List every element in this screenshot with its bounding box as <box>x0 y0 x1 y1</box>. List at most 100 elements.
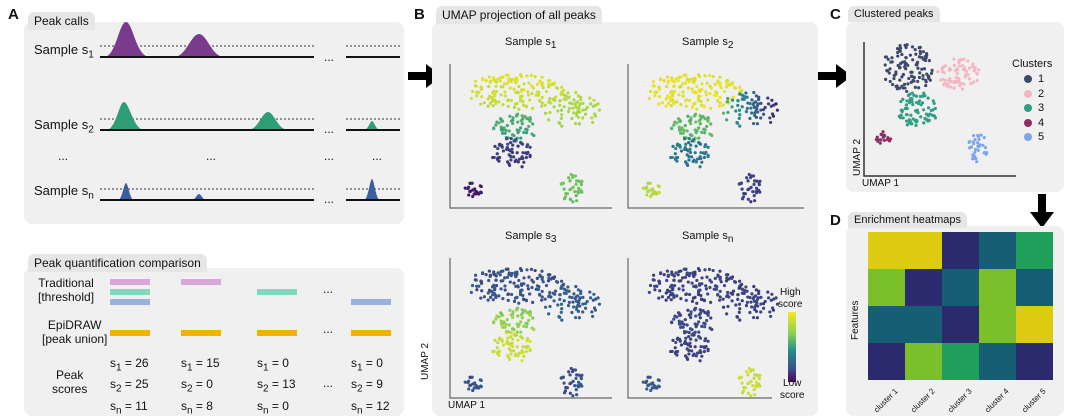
cluster-point <box>947 68 951 72</box>
umap-point <box>496 350 500 354</box>
umap-point <box>575 113 579 118</box>
cluster-point <box>911 102 915 107</box>
heatmap-column-label: cluster 1 <box>872 386 900 415</box>
umap-point <box>501 149 506 153</box>
umap-point <box>757 289 761 293</box>
umap-point <box>556 303 560 307</box>
umap-point <box>494 317 498 321</box>
cluster-point <box>939 78 943 82</box>
umap-point <box>706 153 710 157</box>
umap-point <box>562 299 566 303</box>
umap-point <box>522 276 526 280</box>
epidraw-label: EpiDRAW [peak union] <box>42 318 108 346</box>
cluster-point <box>954 75 958 80</box>
umap-point <box>740 299 744 303</box>
umap-point <box>567 300 571 304</box>
umap-point <box>741 389 746 393</box>
umap-point <box>547 100 552 104</box>
umap-point <box>774 102 778 106</box>
umap-point <box>493 144 497 148</box>
cluster-point <box>904 119 909 123</box>
umap-point <box>564 94 569 99</box>
heatmap-cell <box>942 306 979 343</box>
umap-point <box>752 388 756 392</box>
umap-point <box>512 333 516 337</box>
umap-point <box>510 344 515 349</box>
umap-point <box>677 287 681 291</box>
umap-point <box>706 313 710 317</box>
umap-point <box>517 157 522 161</box>
umap-point <box>566 303 571 308</box>
umap-point <box>531 106 535 110</box>
umap-point <box>520 165 524 169</box>
umap-point <box>677 127 682 131</box>
cluster-point <box>952 57 956 61</box>
umap-point <box>505 275 510 279</box>
umap-point <box>574 194 578 198</box>
umap-point <box>669 349 673 354</box>
umap-point <box>555 85 559 90</box>
cluster-point <box>886 57 890 61</box>
umap-point <box>535 82 539 86</box>
umap-point <box>520 283 524 287</box>
cluster-point <box>966 59 970 63</box>
umap-point <box>730 299 734 303</box>
umap-point <box>671 92 675 97</box>
umap-point <box>750 305 754 309</box>
umap-point <box>544 283 549 288</box>
umap-point <box>521 345 525 349</box>
umap-point <box>546 79 551 83</box>
umap-point <box>755 383 760 387</box>
umap-point <box>700 103 704 108</box>
umap-point <box>748 310 752 315</box>
umap-point <box>700 297 704 302</box>
umap-point <box>511 143 515 147</box>
umap-point <box>673 152 677 156</box>
cluster-point <box>973 147 978 152</box>
umap-point <box>532 133 536 138</box>
umap-point <box>519 334 523 339</box>
umap-point <box>685 162 689 166</box>
umap-point <box>487 75 491 79</box>
heatmap-title: Enrichment heatmaps <box>848 212 967 228</box>
umap-point <box>469 96 473 101</box>
umap-point <box>518 98 523 103</box>
umap-point <box>669 104 673 108</box>
umap-point <box>694 160 698 164</box>
umap-point <box>553 98 557 102</box>
trad-bar <box>257 289 297 295</box>
umap-point <box>470 89 475 94</box>
umap-point <box>507 342 511 346</box>
umap-point <box>506 73 510 77</box>
quant-bars <box>110 279 391 336</box>
umap-point <box>511 312 515 316</box>
umap-point <box>531 122 535 126</box>
umap-point <box>700 324 704 328</box>
cluster-point <box>973 150 977 155</box>
umap-point <box>532 327 536 332</box>
umap-point <box>506 142 510 146</box>
umap-point <box>543 103 547 107</box>
umap-point <box>697 268 702 273</box>
umap-point <box>572 305 576 309</box>
cluster-point <box>898 78 902 82</box>
umap-point <box>704 90 708 94</box>
cluster-point <box>917 55 921 59</box>
cluster-point <box>905 123 909 127</box>
cluster-point <box>922 121 926 125</box>
umap-point <box>571 185 575 189</box>
legend-item: 3 <box>1024 101 1044 116</box>
umap-point <box>725 312 729 316</box>
cluster-point <box>967 77 972 81</box>
umap-point <box>540 295 544 299</box>
umap-point <box>657 384 661 388</box>
cluster-point <box>915 100 919 105</box>
umap-point <box>709 300 713 304</box>
umap-point <box>578 110 582 114</box>
umap-point <box>770 98 774 102</box>
umap-point <box>675 294 679 298</box>
umap-point <box>497 294 501 298</box>
umap-point <box>703 144 707 149</box>
umap-point <box>768 116 772 120</box>
umap-point <box>568 391 572 395</box>
